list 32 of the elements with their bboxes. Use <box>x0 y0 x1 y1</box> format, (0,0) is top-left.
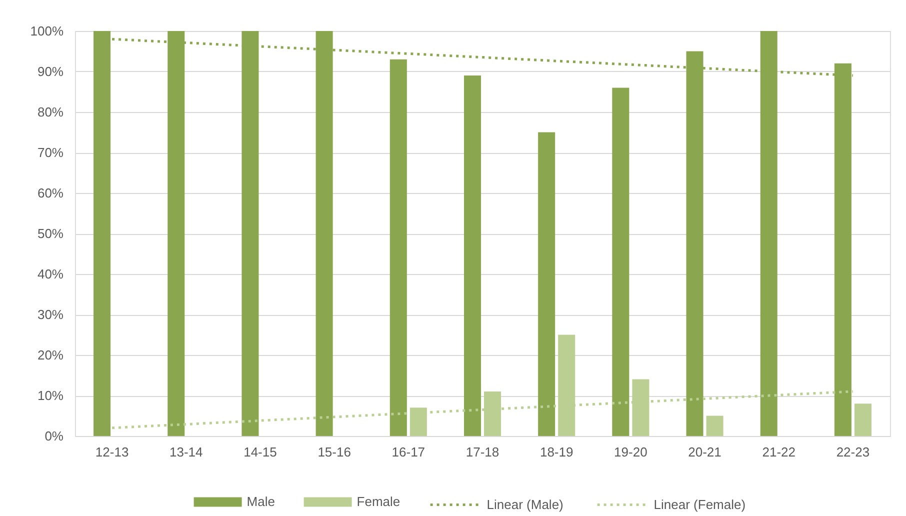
x-tick-label: 14-15 <box>244 444 277 460</box>
y-tick-label: 40% <box>37 266 64 282</box>
legend-label: Female <box>356 494 400 509</box>
y-tick-label: 90% <box>37 64 64 79</box>
legend-label: Linear (Male) <box>486 496 564 512</box>
y-tick-label: 60% <box>37 186 64 200</box>
x-tick-label: 19-20 <box>614 444 648 460</box>
x-tick-label: 13-14 <box>170 444 203 460</box>
x-tick-label: 21-22 <box>762 444 796 460</box>
x-tick-label: 16-17 <box>392 444 426 460</box>
bar <box>854 404 872 436</box>
legend-label: Linear (Female) <box>654 496 746 512</box>
y-tick-label: 0% <box>44 428 64 444</box>
bar <box>390 59 407 436</box>
y-tick-label: 70% <box>37 145 64 160</box>
x-tick-label: 17-18 <box>466 444 500 460</box>
x-tick-label: 22-23 <box>836 444 870 460</box>
bar <box>538 132 556 436</box>
x-tick-label: 20-21 <box>688 444 722 460</box>
y-tick-label: 50% <box>37 226 64 241</box>
x-tick-label: 15-16 <box>318 444 351 460</box>
y-tick-label: 80% <box>37 104 64 120</box>
bar <box>706 416 724 436</box>
y-tick-label: 20% <box>37 348 64 362</box>
legend-label: Male <box>246 494 275 509</box>
y-tick-label: 10% <box>37 388 64 403</box>
y-tick-label: 30% <box>37 307 64 322</box>
x-tick-label: 18-19 <box>540 444 574 460</box>
y-tick-label: 100% <box>30 24 64 38</box>
bar <box>612 88 630 436</box>
bar <box>464 76 481 436</box>
x-tick-label: 12-13 <box>95 444 129 460</box>
